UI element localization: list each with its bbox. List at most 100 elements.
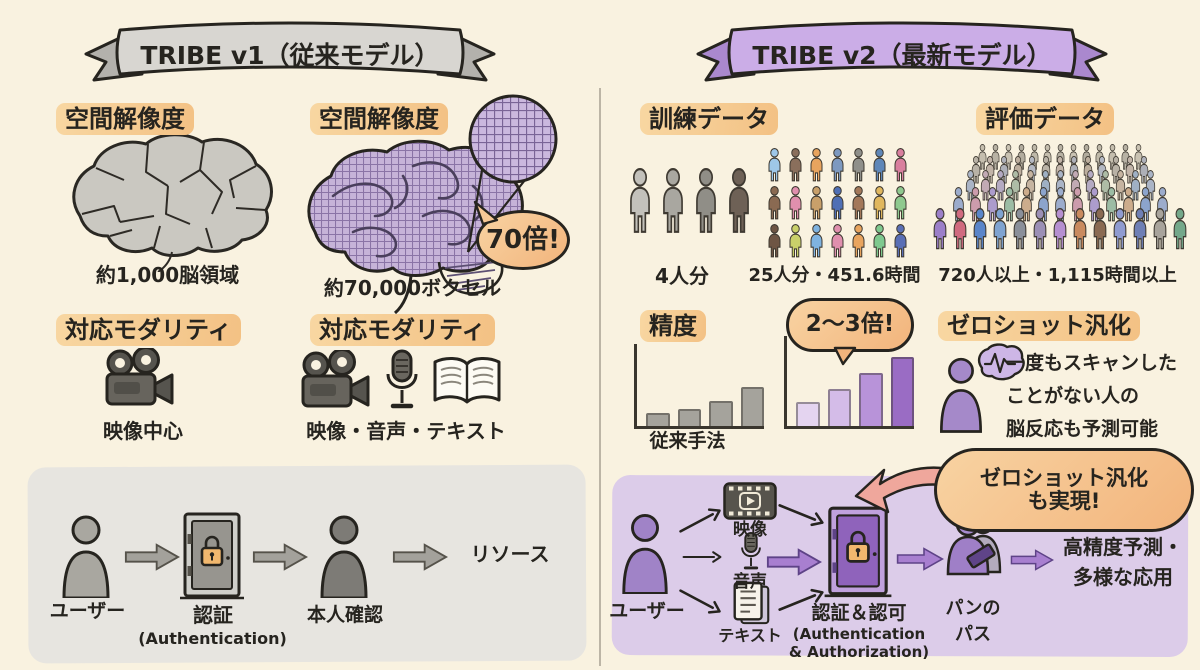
person-pictogram <box>980 170 990 201</box>
v1-banner-title: TRIBE v1（従来モデル） <box>140 41 440 70</box>
person-pictogram <box>1088 187 1100 222</box>
label-auth-en-line1: (Authentication <box>792 625 926 643</box>
heading-wrap: 空間解像度 <box>56 99 194 135</box>
zeroshot-desc-line3: 脳反応も予測可能 <box>1006 418 1159 440</box>
person-pictogram <box>1073 208 1087 250</box>
person-pictogram <box>873 224 885 258</box>
chart-bar <box>827 389 851 426</box>
person-pictogram <box>1111 156 1121 184</box>
person-pictogram <box>662 168 683 233</box>
flow-arrow <box>896 547 944 571</box>
person-pictogram <box>993 208 1007 250</box>
heading-spatial-resolution-new: 空間解像度 <box>310 103 448 135</box>
person-pictogram <box>1134 144 1142 170</box>
heading-spatial-resolution-old: 空間解像度 <box>56 103 194 135</box>
caption-voxels: 約70,000ボクセル <box>323 276 502 300</box>
flow-arrow <box>124 543 180 571</box>
column-divider <box>599 88 601 666</box>
heading-wrap: 空間解像度 <box>310 99 448 135</box>
heading-training-data: 訓練データ <box>640 103 778 135</box>
person-pictogram <box>831 186 843 220</box>
heading-wrap: 対応モダリティ <box>310 310 495 346</box>
label-authentication-jp: 認証 <box>193 603 233 627</box>
video-clip-icon <box>723 482 777 520</box>
brain-thought-wave-icon <box>977 343 1025 381</box>
caption-25-people-hours: 25人分・451.6時間 <box>748 265 921 286</box>
chart-bar <box>677 409 701 426</box>
heading-wrap: 訓練データ <box>640 99 778 135</box>
person-pictogram <box>971 156 981 184</box>
person-pictogram <box>986 187 998 222</box>
person-pictogram <box>1125 156 1135 184</box>
person-pictogram <box>873 148 885 182</box>
person-pictogram <box>978 144 986 170</box>
label-resource: リソース <box>470 542 550 566</box>
v2-banner-ribbon: TRIBE v2（最新モデル） <box>690 16 1114 88</box>
label-result-line2: 多様な応用 <box>1073 565 1173 589</box>
person-pictogram <box>852 224 864 258</box>
flow-arrow <box>1010 549 1054 571</box>
label-authentication-en: (Authentication) <box>138 629 287 648</box>
thin-arrow <box>679 589 721 614</box>
label-result-line1: 高精度予測・ <box>1063 535 1183 559</box>
person-pictogram <box>933 208 947 250</box>
label-identity-check: 本人確認 <box>306 604 383 626</box>
person-pictogram <box>894 148 906 182</box>
open-book-icon <box>433 357 501 404</box>
person-pictogram <box>991 144 999 170</box>
zeroshot-person-icon <box>940 357 982 433</box>
chart-bar <box>740 387 764 426</box>
person-pictogram <box>1133 208 1147 250</box>
person-pictogram <box>1013 208 1027 250</box>
person-pictogram <box>873 186 885 220</box>
v2-banner-title: TRIBE v2（最新モデル） <box>752 41 1052 70</box>
zeroshot-desc-line1: 一度もスキャンした <box>1006 352 1178 374</box>
person-pictogram <box>810 186 822 220</box>
ribbon-shape-v2 <box>696 21 1108 82</box>
caption-video-only: 映像中心 <box>103 419 183 443</box>
chart-bar <box>709 401 733 426</box>
user-person-icon <box>622 513 668 594</box>
person-pictogram <box>985 156 995 184</box>
person-pictogram <box>852 148 864 182</box>
chart-bar <box>890 357 914 426</box>
heading-accuracy: 精度 <box>640 310 706 342</box>
v1-banner-ribbon: TRIBE v1（従来モデル） <box>78 16 502 88</box>
microphone-icon <box>386 349 418 409</box>
thin-arrow <box>778 588 824 611</box>
person-pictogram <box>953 208 967 250</box>
person-pictogram <box>789 148 801 182</box>
evaluation-crowd <box>928 144 1192 250</box>
label-text: テキスト <box>718 626 782 645</box>
person-pictogram <box>852 186 864 220</box>
microphone-icon <box>741 531 761 570</box>
person-pictogram <box>831 148 843 182</box>
person-pictogram <box>1053 208 1067 250</box>
text-document-icon <box>733 581 770 625</box>
zeroshot-achieved-bubble: ゼロショット汎化 も実現! <box>934 448 1194 532</box>
person-pictogram <box>1010 170 1020 201</box>
heading-wrap: 対応モダリティ <box>56 310 241 346</box>
label-baseline-method: 従来手法 <box>649 430 726 452</box>
training-people-grid <box>762 148 912 258</box>
heading-modality-old: 対応モダリティ <box>56 314 241 346</box>
brain-low-resolution-icon <box>72 133 273 272</box>
person-pictogram <box>1139 156 1149 184</box>
caption-720-people-hours: 720人以上・1,115時間以上 <box>938 265 1177 286</box>
heading-wrap: 評価データ <box>976 99 1114 135</box>
tribe-v2-accuracy-bar-chart <box>784 336 914 429</box>
ribbon-shape-v1 <box>84 21 496 82</box>
magnifier-voxel-grid-icon <box>466 94 558 253</box>
heading-evaluation-data: 評価データ <box>976 103 1114 135</box>
label-pass-line1: パンの <box>945 598 1001 619</box>
chart-bar <box>646 413 670 426</box>
person-pictogram <box>1105 187 1117 222</box>
thin-arrow <box>778 504 824 527</box>
person-pictogram <box>629 168 650 233</box>
caption-video-audio-text: 映像・音声・テキスト <box>306 419 506 443</box>
label-auth-en-line2: & Authorization) <box>788 643 930 661</box>
video-camera-icon <box>301 350 370 408</box>
person-pictogram <box>894 186 906 220</box>
flow-arrow <box>252 543 308 571</box>
